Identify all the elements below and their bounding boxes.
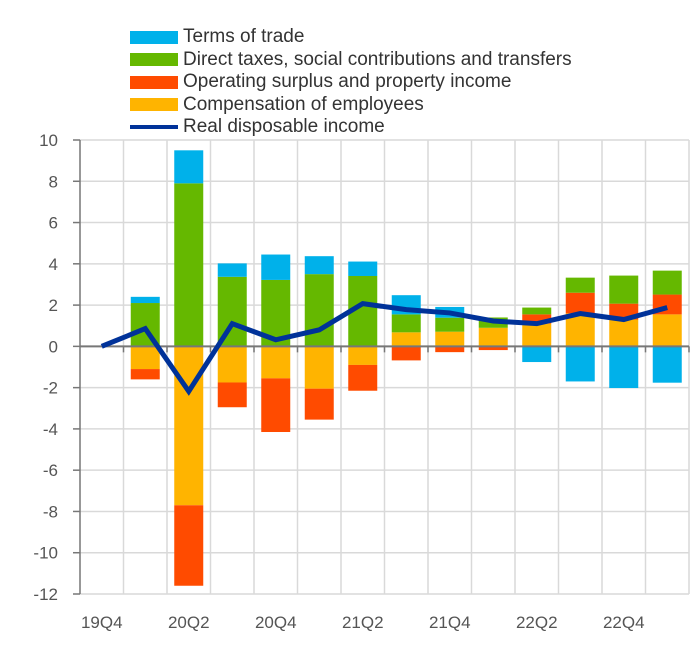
y-tick-label: -10 — [33, 544, 58, 563]
legend-label: Terms of trade — [183, 26, 305, 48]
legend-item: Operating surplus and property income — [130, 71, 572, 94]
legend-swatch — [130, 75, 178, 89]
bar-compensation-of-employees-20Q3 — [217, 346, 247, 383]
bar-operating-surplus-and-property-income-20Q2 — [174, 505, 204, 586]
x-tick-label: 22Q4 — [603, 613, 645, 632]
x-tick-label: 20Q2 — [168, 613, 210, 632]
bar-operating-surplus-and-property-income-22Q1 — [478, 346, 508, 351]
legend-label: Operating surplus and property income — [183, 71, 512, 93]
bar-terms-of-trade-20Q3 — [217, 263, 247, 277]
bar-operating-surplus-and-property-income-22Q3 — [565, 292, 595, 314]
y-tick-label: 6 — [49, 214, 58, 233]
bar-terms-of-trade-22Q3 — [565, 346, 595, 382]
bar-terms-of-trade-20Q2 — [174, 150, 204, 184]
bar-compensation-of-employees-21Q1 — [304, 346, 334, 389]
bar-compensation-of-employees-21Q2 — [348, 346, 378, 365]
bar-compensation-of-employees-23Q1 — [652, 314, 682, 347]
bar-direct-taxes-social-contributions-and-transfers-22Q3 — [565, 277, 595, 293]
bar-operating-surplus-and-property-income-21Q4 — [435, 346, 465, 353]
y-tick-label: -2 — [43, 379, 58, 398]
x-tick-label: 21Q2 — [342, 613, 384, 632]
bar-terms-of-trade-20Q4 — [261, 254, 291, 280]
bar-operating-surplus-and-property-income-21Q1 — [304, 388, 334, 420]
bar-compensation-of-employees-22Q1 — [478, 327, 508, 347]
y-tick-label: 8 — [49, 172, 58, 191]
x-tick-label: 21Q4 — [429, 613, 471, 632]
bar-compensation-of-employees-22Q4 — [609, 319, 639, 347]
legend: Terms of trade Direct taxes, social contr… — [130, 26, 572, 139]
y-tick-label: 10 — [39, 131, 58, 150]
y-tick-label: -8 — [43, 502, 58, 521]
bar-terms-of-trade-22Q2 — [522, 346, 552, 363]
bar-compensation-of-employees-20Q2 — [174, 346, 204, 506]
y-tick-label: 0 — [49, 337, 58, 356]
legend-item: Real disposable income — [130, 116, 572, 139]
bar-terms-of-trade-21Q2 — [348, 261, 378, 276]
x-tick-label: 20Q4 — [255, 613, 297, 632]
bar-direct-taxes-social-contributions-and-transfers-20Q2 — [174, 183, 204, 347]
x-tick-label: 22Q2 — [516, 613, 558, 632]
bar-terms-of-trade-23Q1 — [652, 346, 682, 383]
bar-compensation-of-employees-21Q3 — [391, 332, 421, 347]
bar-compensation-of-employees-20Q4 — [261, 346, 291, 379]
y-tick-label: -4 — [43, 420, 58, 439]
y-tick-label: 2 — [49, 296, 58, 315]
bar-direct-taxes-social-contributions-and-transfers-23Q1 — [652, 270, 682, 295]
bar-direct-taxes-social-contributions-and-transfers-21Q4 — [435, 317, 465, 332]
bar-direct-taxes-social-contributions-and-transfers-22Q4 — [609, 275, 639, 304]
bar-direct-taxes-social-contributions-and-transfers-21Q1 — [304, 274, 334, 347]
bar-compensation-of-employees-22Q2 — [522, 323, 552, 347]
legend-swatch — [130, 98, 178, 112]
y-tick-label: 4 — [49, 255, 58, 274]
y-tick-label: -12 — [33, 585, 58, 604]
y-tick-label: -6 — [43, 461, 58, 480]
legend-item: Direct taxes, social contributions and t… — [130, 49, 572, 72]
x-tick-label: 19Q4 — [81, 613, 123, 632]
bar-direct-taxes-social-contributions-and-transfers-22Q2 — [522, 307, 552, 315]
legend-label: Compensation of employees — [183, 93, 424, 115]
bar-compensation-of-employees-22Q3 — [565, 313, 595, 347]
bar-terms-of-trade-20Q1 — [130, 296, 160, 304]
bar-operating-surplus-and-property-income-21Q2 — [348, 364, 378, 391]
legend-swatch — [130, 125, 178, 130]
bar-direct-taxes-social-contributions-and-transfers-21Q3 — [391, 314, 421, 333]
bar-operating-surplus-and-property-income-20Q1 — [130, 369, 160, 380]
legend-swatch — [130, 30, 178, 44]
line-real-disposable-income — [100, 301, 668, 396]
legend-swatch — [130, 53, 178, 67]
bar-operating-surplus-and-property-income-20Q4 — [261, 378, 291, 433]
bar-terms-of-trade-22Q4 — [609, 346, 639, 389]
legend-item: Compensation of employees — [130, 94, 572, 117]
bar-compensation-of-employees-20Q1 — [130, 346, 160, 370]
legend-label: Real disposable income — [183, 116, 385, 138]
bar-terms-of-trade-21Q1 — [304, 256, 334, 275]
legend-item: Terms of trade — [130, 26, 572, 49]
bar-compensation-of-employees-21Q4 — [435, 331, 465, 347]
bar-operating-surplus-and-property-income-22Q2 — [522, 314, 552, 324]
legend-label: Direct taxes, social contributions and t… — [183, 48, 572, 70]
bar-operating-surplus-and-property-income-21Q3 — [391, 346, 421, 361]
bar-operating-surplus-and-property-income-20Q3 — [217, 382, 247, 408]
